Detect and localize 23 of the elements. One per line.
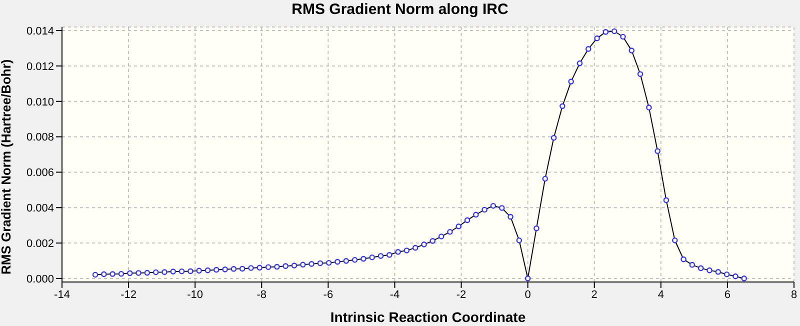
y-tick-label: 0.014 xyxy=(26,25,54,38)
x-tick-label: -2 xyxy=(456,288,466,301)
y-tick-label: 0.006 xyxy=(26,167,54,180)
x-tick-label: -8 xyxy=(256,288,267,301)
y-tick-label: 0.002 xyxy=(26,238,54,250)
y-axis-title: RMS Gradient Norm (Hartree/Bohr) xyxy=(0,59,14,274)
y-tick-label: 0.008 xyxy=(26,132,54,144)
x-tick-label: -6 xyxy=(323,288,334,301)
x-tick-label: -12 xyxy=(120,288,136,301)
chart-title: RMS Gradient Norm along IRC xyxy=(290,1,510,18)
y-tick-label: 0.004 xyxy=(26,202,54,215)
x-tick-label: 2 xyxy=(591,288,598,301)
x-tick-label: 8 xyxy=(790,288,798,301)
x-tick-label: 0 xyxy=(524,288,531,301)
x-tick-label: 6 xyxy=(724,288,731,301)
y-tick-label: 0.010 xyxy=(26,96,54,108)
y-tick-label: 0.000 xyxy=(26,273,54,286)
x-axis-title: Intrinsic Reaction Coordinate xyxy=(330,309,526,325)
x-tick-label: -10 xyxy=(187,288,204,301)
x-tick-label: -4 xyxy=(390,288,400,301)
y-tick-label: 0.012 xyxy=(26,60,54,73)
x-tick-label: 4 xyxy=(658,288,664,301)
x-tick-label: -14 xyxy=(54,288,70,301)
